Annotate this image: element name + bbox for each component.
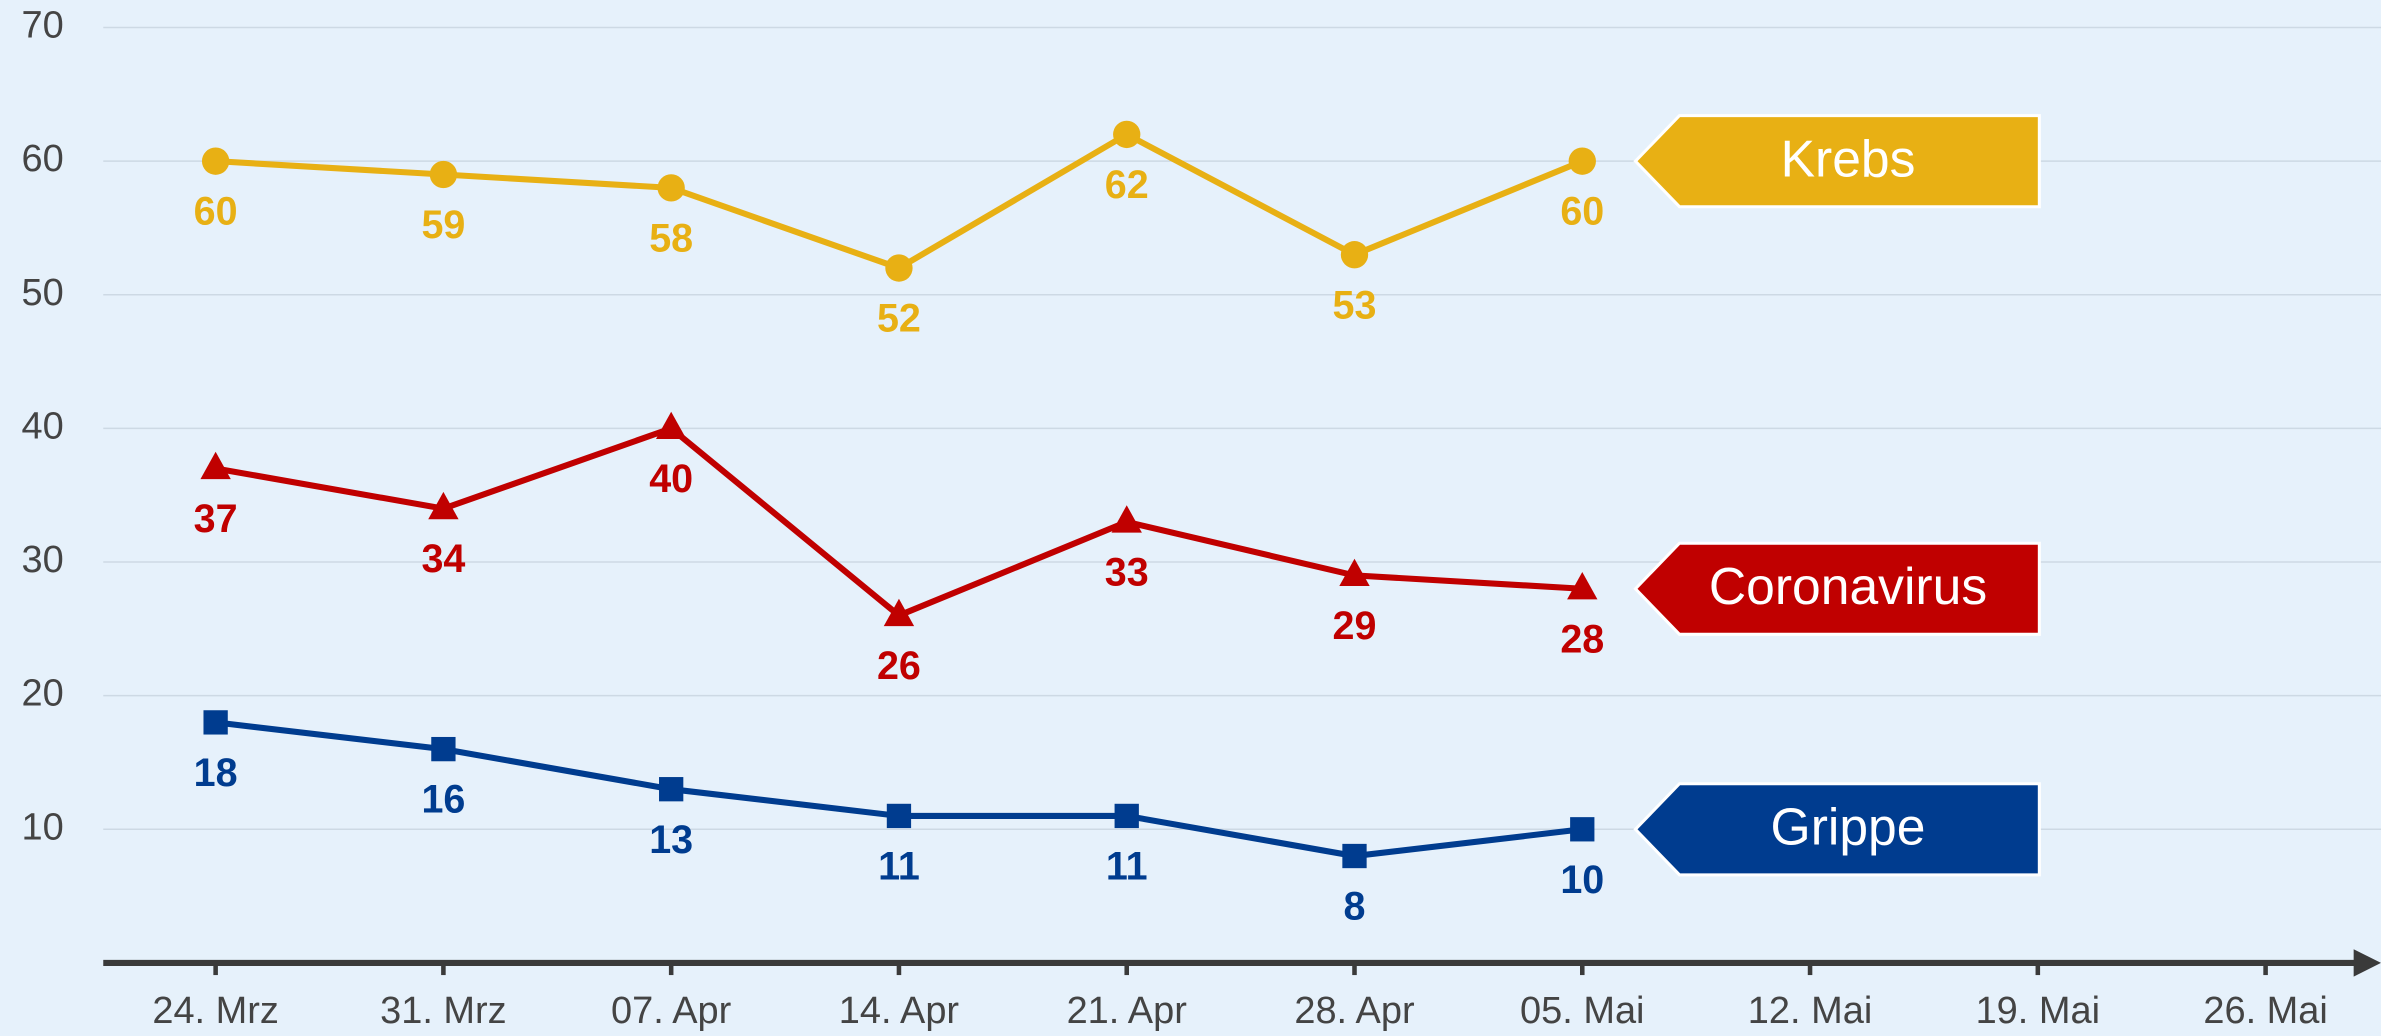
point (201, 147, 230, 175)
point (1340, 241, 1369, 269)
y-tick-label: 30 (22, 539, 64, 581)
data-label: 59 (421, 203, 465, 247)
point (1339, 558, 1370, 587)
legend-box (1633, 114, 2041, 209)
point (883, 598, 915, 627)
point (429, 160, 458, 189)
data-label: 28 (1560, 617, 1604, 661)
x-tick-label: 24. Mrz (152, 990, 279, 1032)
point (1342, 843, 1367, 869)
point (659, 777, 684, 802)
legend-box (1633, 782, 2041, 877)
x-tick-label: 07. Apr (611, 990, 732, 1032)
point (200, 451, 231, 480)
point (1111, 505, 1142, 533)
data-label: 34 (421, 537, 465, 581)
x-tick-label: 21. Apr (1067, 990, 1188, 1032)
data-label: 62 (1105, 163, 1149, 207)
y-tick-label: 10 (22, 806, 64, 848)
legend-label: Grippe (1771, 797, 1926, 855)
data-label: 33 (1105, 551, 1149, 595)
data-label: 58 (649, 216, 693, 260)
x-tick-label: 12. Mai (1748, 990, 1872, 1032)
point (1113, 120, 1141, 149)
legend-label: Krebs (1781, 129, 1916, 187)
data-label: 29 (1333, 604, 1377, 648)
y-tick-label: 20 (22, 673, 64, 715)
data-label: 37 (194, 497, 238, 541)
point (885, 254, 913, 282)
point (886, 803, 912, 829)
legend-label: Coronavirus (1709, 557, 1987, 615)
point (203, 710, 228, 735)
data-label: 52 (877, 297, 921, 341)
data-label: 8 (1344, 885, 1366, 929)
data-label: 10 (1560, 858, 1604, 902)
point (1567, 572, 1598, 600)
data-label: 11 (878, 844, 920, 888)
point (1568, 147, 1596, 175)
y-tick-label: 60 (22, 138, 64, 180)
point (1570, 817, 1595, 842)
data-label: 26 (877, 644, 921, 688)
point (428, 491, 459, 520)
point (1114, 803, 1139, 829)
point (655, 411, 687, 440)
data-label: 11 (1106, 844, 1148, 888)
x-tick-label: 19. Mai (1976, 990, 2100, 1032)
x-tick-label: 26. Mai (2203, 990, 2327, 1032)
x-tick-label: 14. Apr (839, 990, 960, 1032)
x-tick-label: 05. Mai (1520, 990, 1644, 1032)
legend-box (1633, 541, 2041, 636)
data-label: 53 (1333, 283, 1377, 327)
data-label: 60 (194, 190, 238, 234)
x-tick-label: 31. Mrz (380, 990, 507, 1032)
x-tick-label: 28. Apr (1294, 990, 1415, 1032)
x-axis-arrow (2353, 949, 2381, 977)
y-tick-label: 40 (22, 405, 64, 447)
point (657, 174, 685, 202)
data-label: 16 (421, 778, 465, 822)
data-label: 40 (649, 457, 693, 501)
data-label: 60 (1560, 190, 1604, 234)
y-tick-label: 70 (22, 5, 64, 47)
data-label: 13 (649, 818, 693, 862)
y-tick-label: 50 (22, 272, 64, 314)
point (431, 736, 456, 762)
data-label: 18 (194, 751, 238, 795)
